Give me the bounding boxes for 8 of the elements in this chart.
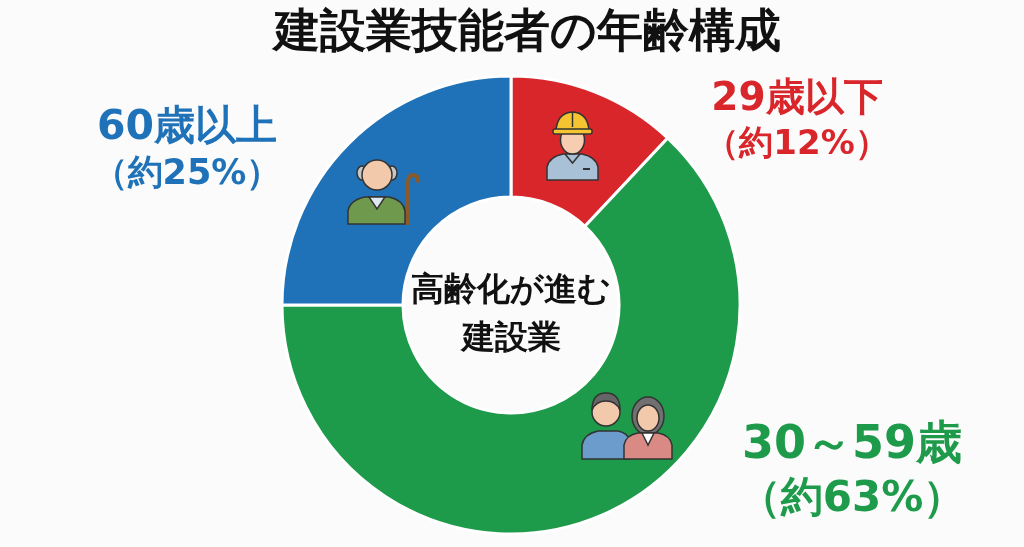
slice-label: 29歳以下	[711, 74, 883, 120]
data-label: （約63%）	[738, 471, 966, 521]
data-label: （約25%）	[92, 152, 282, 193]
data-label: （約12%）	[705, 121, 889, 162]
slice-label: 30～59歳	[741, 414, 963, 469]
text: 高齢化が進む建設業	[411, 268, 611, 356]
slice-label: 60歳以上	[96, 101, 278, 150]
chart-title: 建設業技能者の年齢構成	[270, 3, 781, 57]
